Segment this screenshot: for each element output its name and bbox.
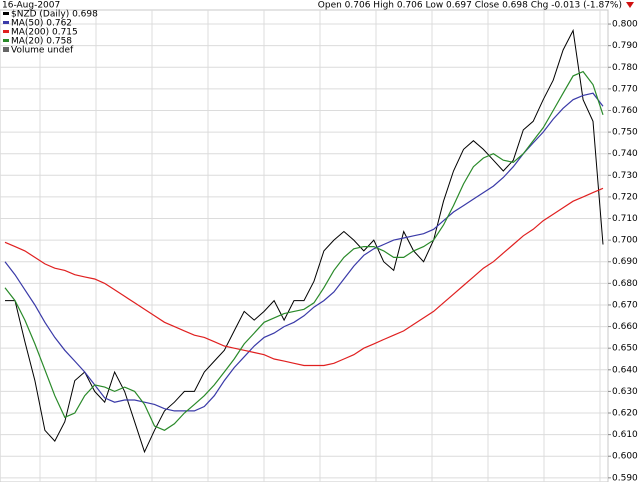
y-tick-label: 0.640 xyxy=(612,365,638,375)
y-tick-label: 0.800 xyxy=(612,20,638,30)
y-tick-label: 0.650 xyxy=(612,344,638,354)
y-tick-label: 0.620 xyxy=(612,409,638,419)
down-arrow xyxy=(626,2,634,8)
y-tick-label: 0.750 xyxy=(612,128,638,138)
y-tick-label: 0.710 xyxy=(612,214,638,224)
y-tick-label: 0.600 xyxy=(612,452,638,462)
quote: Open 0.706 High 0.706 Low 0.697 Close 0.… xyxy=(318,1,622,11)
y-tick-label: 0.660 xyxy=(612,322,638,332)
series-line xyxy=(4,70,604,431)
y-tick-label: 0.590 xyxy=(612,473,638,482)
y-tick-label: 0.740 xyxy=(612,149,638,159)
legend-swatch xyxy=(3,47,9,52)
legend-label: Volume undef xyxy=(11,46,74,56)
legend-swatch xyxy=(3,21,9,24)
y-tick-label: 0.690 xyxy=(612,257,638,267)
y-tick-label: 0.680 xyxy=(612,279,638,289)
series-line xyxy=(4,92,604,412)
legend-swatch xyxy=(3,12,9,15)
series-line xyxy=(4,187,604,367)
plot-area xyxy=(0,9,609,482)
y-tick-label: 0.730 xyxy=(612,171,638,181)
legend-swatch xyxy=(3,30,9,33)
legend-swatch xyxy=(3,39,9,42)
chart-title: 16-Aug-2007 xyxy=(2,1,60,11)
y-tick-label: 0.780 xyxy=(612,63,638,73)
legend-label: MA(50) 0.762 xyxy=(11,19,72,29)
legend-label: MA(20) 0.758 xyxy=(11,37,72,47)
y-tick-label: 0.700 xyxy=(612,236,638,246)
legend-label: MA(200) 0.715 xyxy=(11,28,78,38)
y-tick-label: 0.610 xyxy=(612,430,638,440)
y-tick-label: 0.720 xyxy=(612,192,638,202)
y-tick-label: 0.770 xyxy=(612,84,638,94)
y-tick-label: 0.790 xyxy=(612,41,638,51)
y-tick-label: 0.630 xyxy=(612,387,638,397)
y-tick-label: 0.670 xyxy=(612,300,638,310)
series-line xyxy=(5,28,604,454)
legend-label: $NZD (Daily) 0.698 xyxy=(11,10,98,20)
y-tick-label: 0.760 xyxy=(612,106,638,116)
